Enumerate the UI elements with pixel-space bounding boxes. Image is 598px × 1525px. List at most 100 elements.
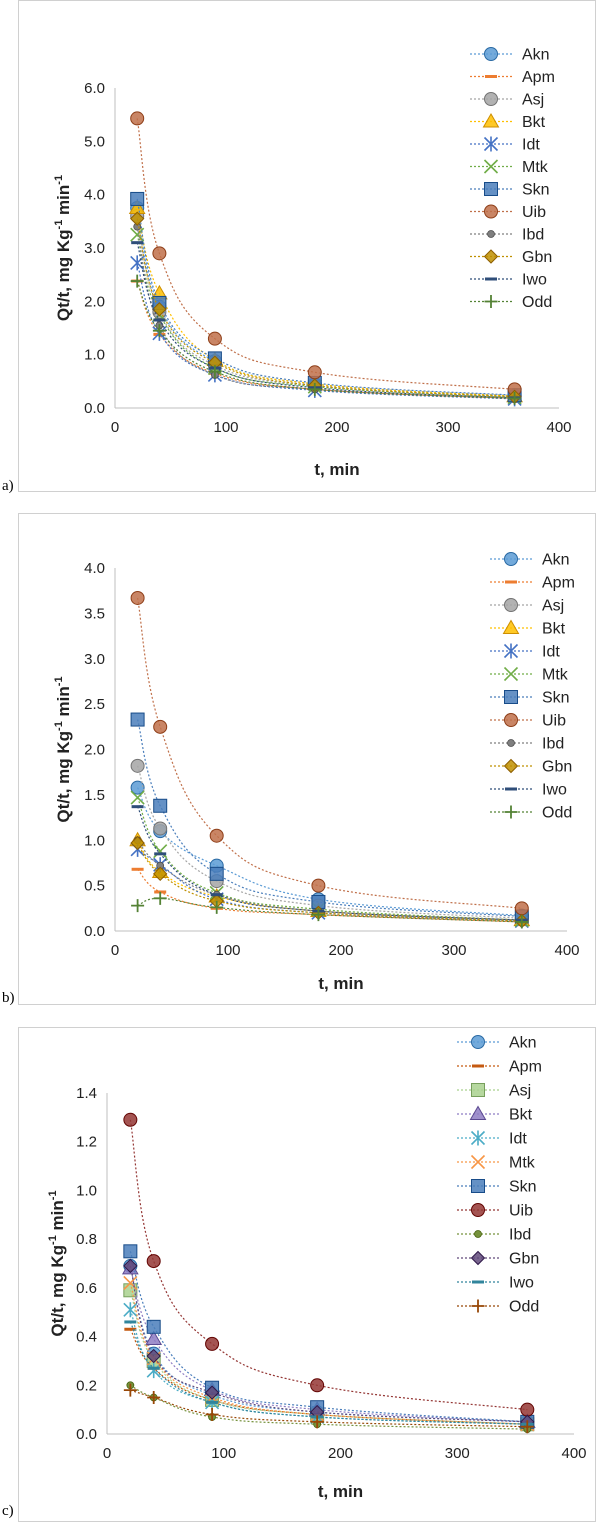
y-tick-label: 0.6: [76, 1280, 97, 1297]
legend-marker: [474, 1230, 482, 1238]
data-point: [205, 1408, 219, 1422]
series-line: [137, 842, 522, 922]
series-line: [136, 280, 515, 399]
series-line: [130, 1384, 528, 1430]
legend-marker: [502, 619, 520, 634]
chart-panel-c: 0 100 200 300 400 0.0 0.2 0.4 0.6 0.8 1.0 1.2 1.4 t, …: [18, 1027, 596, 1522]
data-point: [514, 901, 529, 916]
series-asj: [130, 209, 522, 404]
series-line: [137, 806, 522, 921]
series-line: [136, 207, 515, 397]
legend-item: Iwo: [490, 782, 567, 799]
panel-label-c: c): [2, 1503, 14, 1519]
data-point: [209, 866, 224, 881]
legend-marker: [487, 230, 495, 238]
data-point: [130, 111, 145, 126]
legend-marker: [484, 47, 498, 61]
legend-label: Iwo: [509, 1275, 534, 1292]
data-point: [130, 712, 145, 727]
data-point: [146, 1363, 161, 1379]
series-line: [137, 787, 522, 917]
legend-label: Ibd: [509, 1227, 531, 1244]
data-point: [210, 893, 223, 897]
data-point: [145, 1330, 163, 1346]
legend-marker: [507, 739, 515, 747]
legend-item: Apm: [490, 575, 575, 592]
data-point: [153, 719, 168, 734]
series-line: [137, 719, 522, 918]
data-point: [129, 211, 145, 226]
legend-marker: [503, 643, 519, 659]
y-tick-label: 4.0: [84, 187, 105, 204]
data-point: [520, 1402, 535, 1417]
y-axis-label-sup: -1: [53, 175, 65, 185]
data-point: [130, 835, 145, 851]
legend-item: Odd: [490, 805, 572, 822]
legend-label: Uib: [542, 713, 566, 730]
y-tick-label: 0.8: [76, 1231, 97, 1248]
legend-item: Idt: [490, 643, 560, 661]
legend-marker: [471, 1083, 485, 1097]
series-line: [129, 1119, 528, 1411]
legend-marker: [483, 159, 499, 174]
series-mtk: [130, 790, 529, 928]
series-asj: [130, 758, 529, 926]
data-point: [147, 1366, 160, 1370]
data-point: [124, 1327, 137, 1331]
data-point: [130, 274, 144, 288]
legend-item: Mtk: [470, 159, 549, 176]
y-axis-label-sup: -1: [53, 220, 65, 230]
legend-marker: [483, 249, 499, 264]
legend-item: Bkt: [470, 112, 546, 131]
legend-label: Odd: [509, 1299, 539, 1316]
legend-item: Mtk: [457, 1155, 536, 1172]
legend-item: Bkt: [457, 1105, 533, 1124]
data-point: [209, 828, 224, 843]
legend-label: Mtk: [509, 1155, 536, 1172]
legend: Akn Apm Asj Bkt Idt Mtk Skn Uib Ibd Gbn Iwo Odd: [470, 47, 555, 311]
data-point: [123, 1258, 138, 1274]
legend-marker: [471, 1299, 485, 1313]
legend-item: Ibd: [490, 736, 564, 753]
x-tick-label: 100: [213, 419, 238, 436]
legend-item: Ibd: [457, 1227, 531, 1244]
legend-label: Iwo: [522, 272, 547, 289]
x-tick-label: 200: [328, 942, 353, 959]
legend-item: Apm: [470, 69, 555, 86]
data-point: [130, 191, 145, 206]
series-line: [136, 242, 515, 399]
data-point: [153, 821, 168, 836]
y-tick-label: 5.0: [84, 133, 105, 150]
y-tick-label: 1.0: [84, 347, 105, 364]
legend-marker: [504, 805, 518, 819]
series-line: [129, 1268, 528, 1423]
data-point: [154, 852, 167, 856]
legend-item: Ibd: [470, 227, 544, 244]
series-line: [137, 868, 522, 923]
series-idt: [130, 255, 522, 407]
legend-label: Bkt: [522, 114, 546, 131]
y-axis-label-sup: -1: [53, 721, 65, 731]
data-point: [311, 908, 325, 922]
y-tick-label: 0.4: [76, 1329, 97, 1346]
series-line: [130, 1389, 528, 1428]
legend-item: Uib: [457, 1203, 533, 1220]
y-axis-label-sup: -1: [47, 1235, 59, 1245]
series-odd: [123, 1383, 534, 1434]
data-point: [152, 324, 166, 338]
data-point: [207, 331, 222, 346]
legend-marker: [470, 1130, 486, 1146]
y-axis-label-main: Qt/t, mg Kg: [48, 1245, 67, 1337]
x-tick-label: 100: [215, 942, 240, 959]
legend-marker: [470, 1154, 486, 1170]
data-point: [153, 318, 166, 322]
panel-label-b: b): [2, 990, 15, 1006]
series-idt: [123, 1302, 535, 1432]
series-line: [137, 797, 522, 921]
data-point: [130, 758, 145, 773]
series-line: [129, 1265, 528, 1423]
y-tick-label: 3.0: [84, 240, 105, 257]
series-gbn: [123, 1258, 535, 1430]
series-ibd: [133, 222, 519, 403]
legend-marker: [505, 787, 517, 791]
